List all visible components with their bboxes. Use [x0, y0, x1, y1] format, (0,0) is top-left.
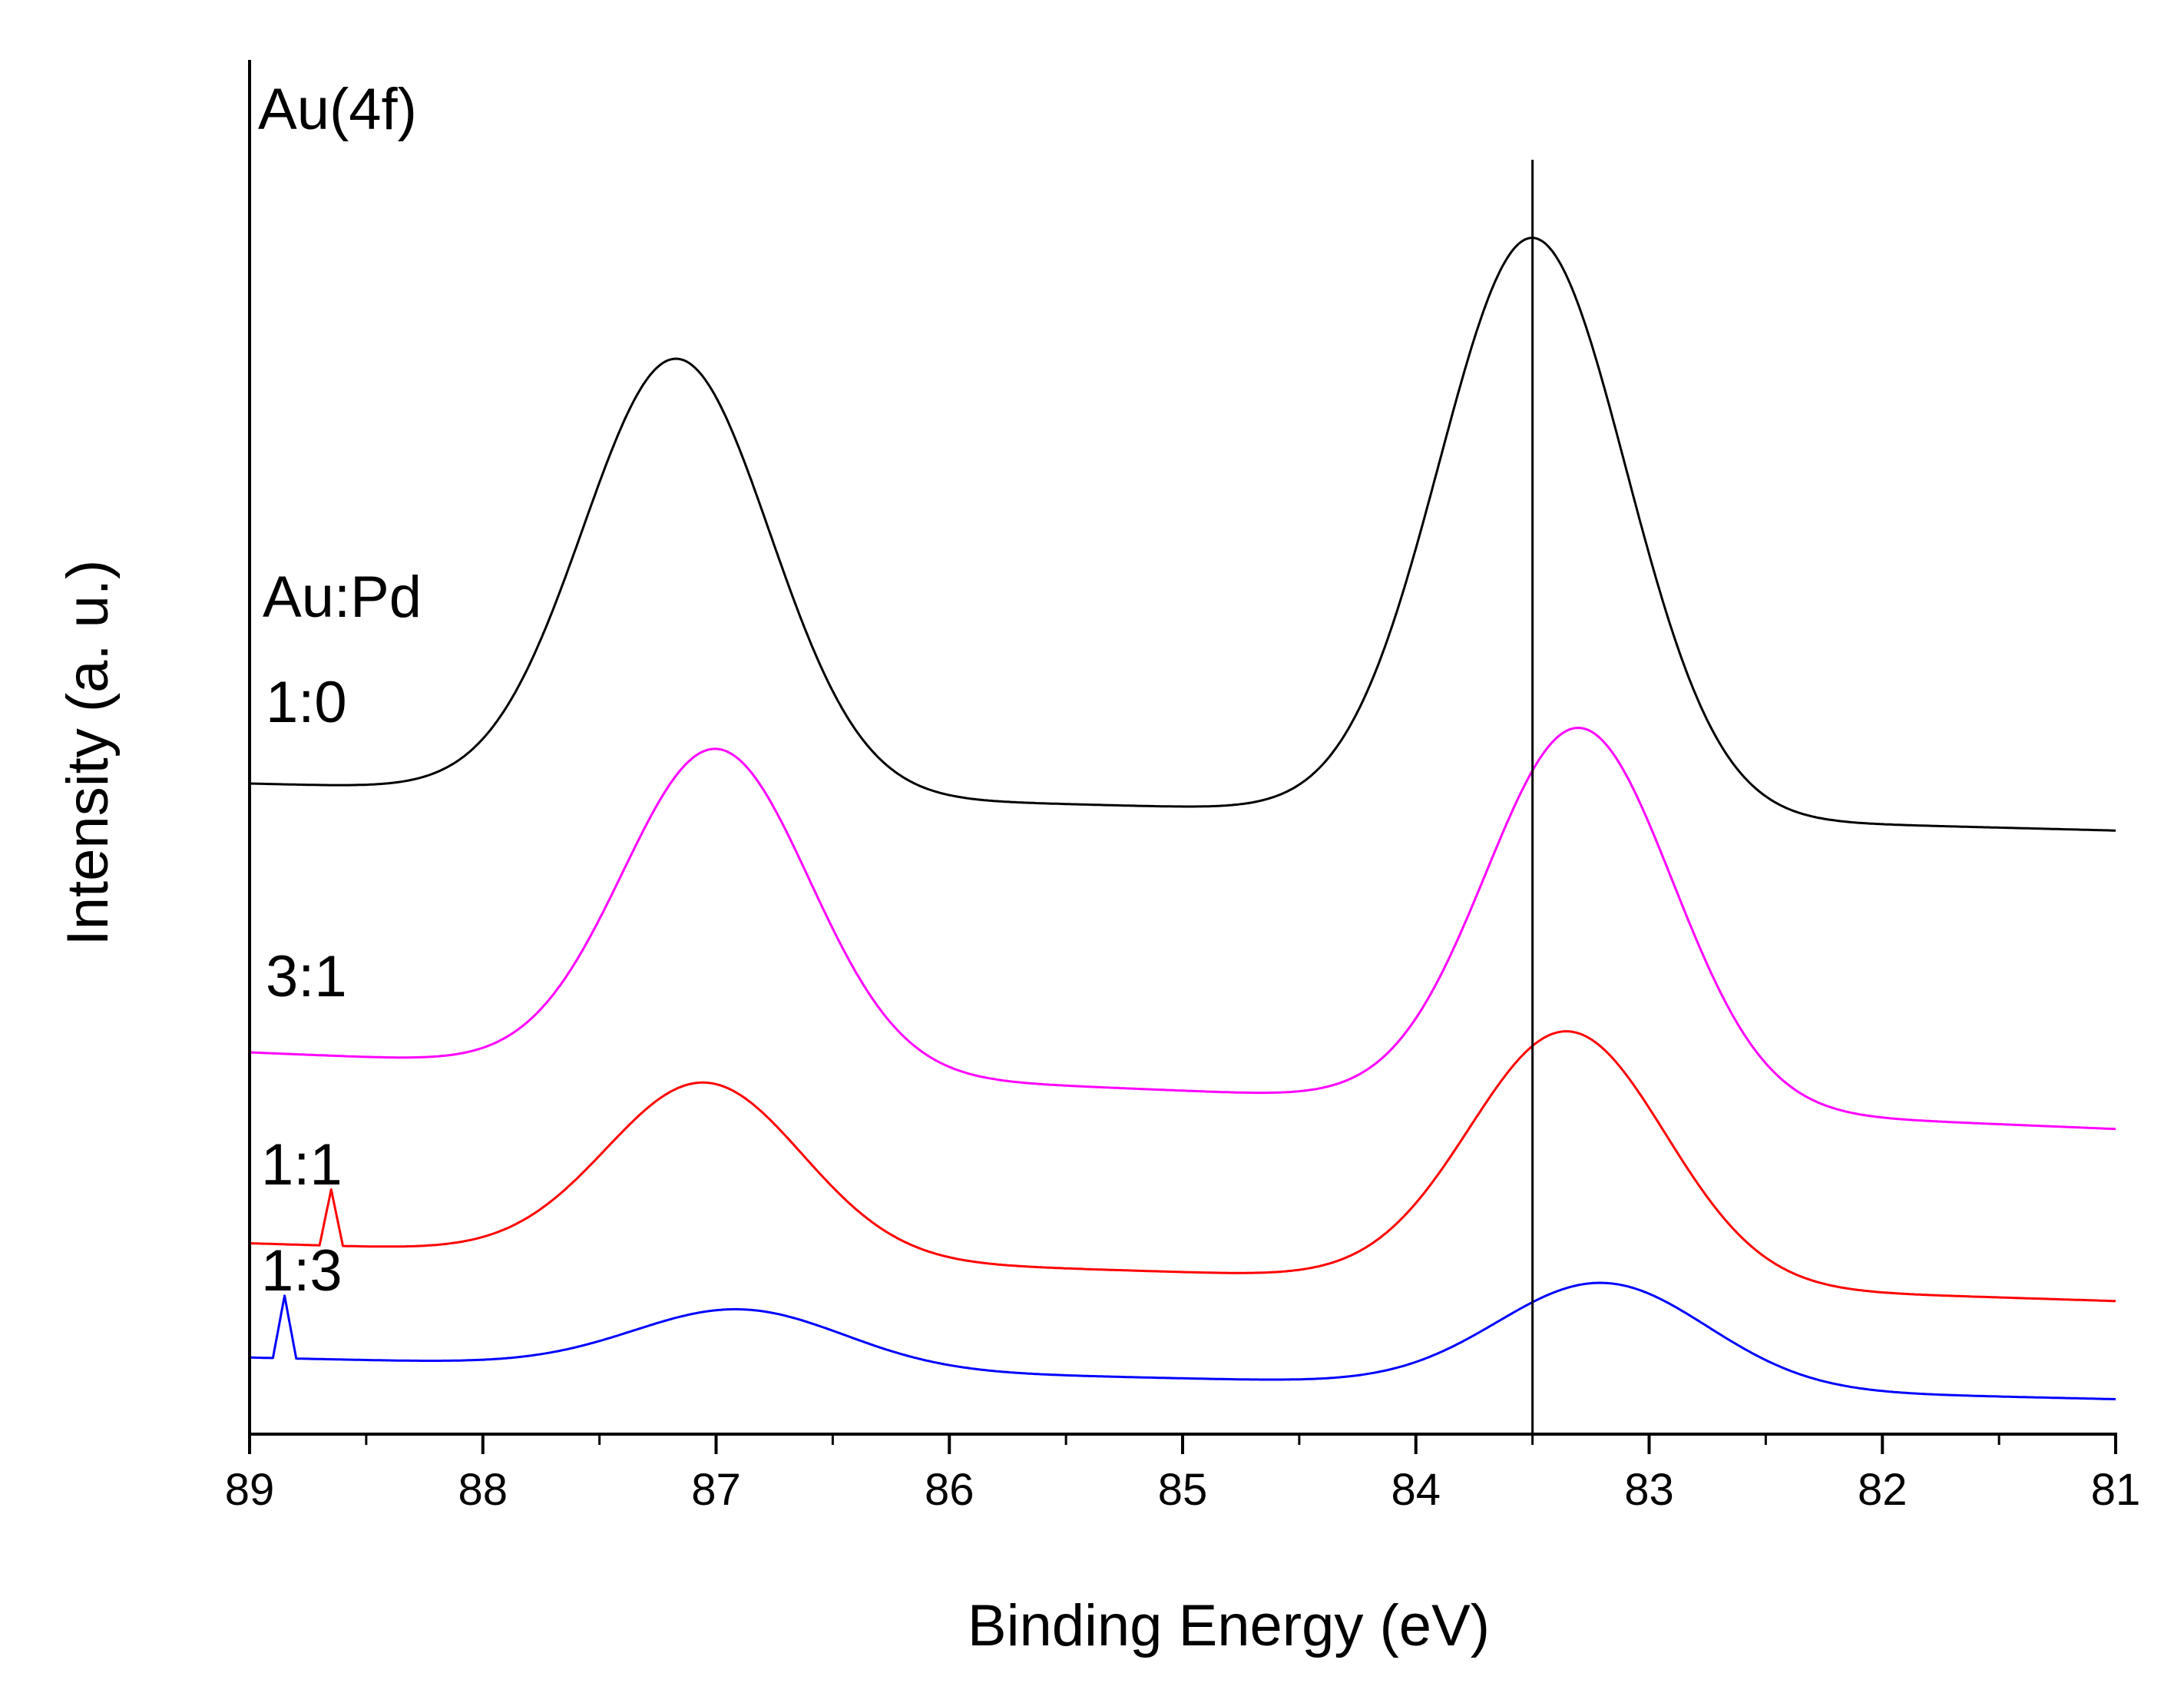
- x-tick-label: 87: [691, 1465, 741, 1515]
- panel-label: Au(4f): [258, 77, 417, 142]
- series-label-3-1: 3:1: [266, 944, 347, 1009]
- x-tick-label: 86: [925, 1465, 975, 1515]
- series-label-1-3: 1:3: [261, 1238, 342, 1304]
- x-tick-label: 82: [1858, 1465, 1908, 1515]
- series-line-3-1: [249, 727, 2116, 1131]
- y-axis-title: Intensity (a. u.): [55, 560, 121, 946]
- x-axis-title: Binding Energy (eV): [968, 1593, 1490, 1658]
- series-line-1-1: [249, 1030, 2116, 1303]
- x-tick-label: 89: [225, 1465, 275, 1515]
- x-tick-label: 85: [1158, 1465, 1208, 1515]
- series-label-1-0: 1:0: [266, 670, 347, 735]
- series-label-1-1: 1:1: [261, 1132, 342, 1198]
- x-axis-ticks: 89 88 87 86 85 84 83 82 81: [225, 1434, 2141, 1515]
- x-tick-label: 81: [2091, 1465, 2141, 1515]
- axes: [248, 60, 2117, 1436]
- legend-header: Au:Pd: [263, 565, 422, 630]
- x-tick-label: 88: [458, 1465, 508, 1515]
- series-layer: [249, 237, 2116, 1400]
- x-tick-label: 83: [1624, 1465, 1674, 1515]
- x-tick-label: 84: [1391, 1465, 1441, 1515]
- series-labels: 1:0 3:1 1:1 1:3: [261, 670, 347, 1304]
- series-line-1-3: [249, 1281, 2116, 1400]
- series-line-1-0: [249, 237, 2116, 832]
